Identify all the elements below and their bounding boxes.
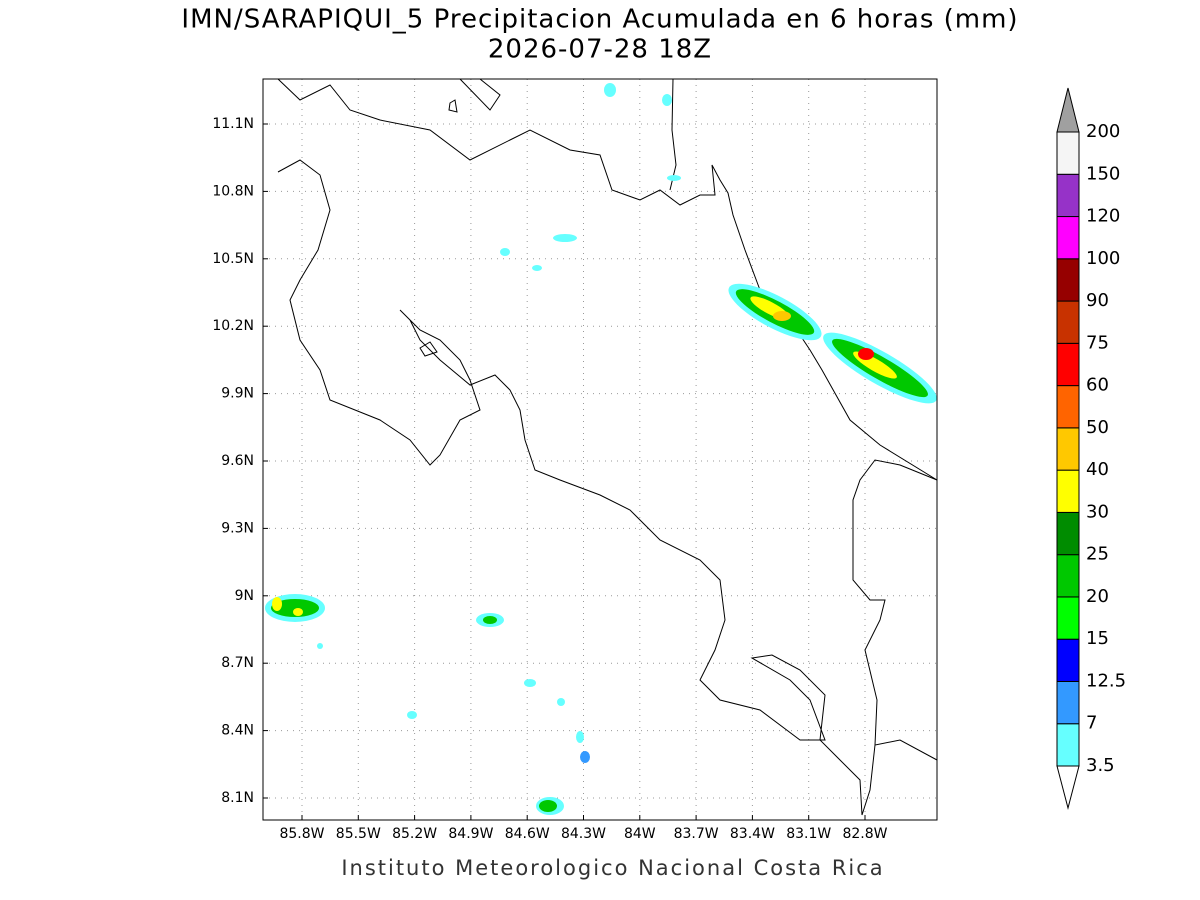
colorbar-high [1056, 87, 1080, 133]
lon-label: 84W [624, 826, 656, 842]
colorbar-box [1056, 427, 1080, 471]
colorbar-label: 25 [1086, 544, 1109, 565]
colorbar-label: 120 [1086, 206, 1120, 227]
colorbar-label: 15 [1086, 628, 1109, 649]
colorbar-label: 50 [1086, 417, 1109, 438]
lon-label: 83.7W [674, 826, 719, 842]
colorbar-box [1056, 554, 1080, 598]
colorbar-label: 30 [1086, 501, 1109, 522]
lon-label: 82.8W [842, 826, 887, 842]
colorbar-label: 20 [1086, 586, 1109, 607]
map-frame [262, 78, 938, 821]
colorbar-box [1056, 680, 1080, 725]
lat-label: 8.7N [221, 655, 254, 671]
colorbar-box [1056, 723, 1080, 767]
lon-label: 85.8W [279, 826, 324, 842]
colorbar-label: 150 [1086, 163, 1120, 184]
colorbar: 3.5 7 12.5 15 20 25 30 40 50 60 75 90 100 120 150 200 [1056, 87, 1126, 810]
colorbar-label: 3.5 [1086, 755, 1115, 776]
colorbar-label: 7 [1086, 713, 1097, 734]
lat-label: 10.2N [212, 318, 254, 334]
lat-label: 9.9N [221, 386, 254, 402]
colorbar-low [1056, 765, 1080, 810]
colorbar-box [1056, 342, 1080, 387]
colorbar-box [1056, 596, 1080, 640]
lat-label: 9N [235, 588, 254, 604]
colorbar-label: 60 [1086, 375, 1109, 396]
lon-label: 84.3W [561, 826, 606, 842]
lat-label: 8.4N [221, 723, 254, 739]
colorbar-box [1056, 216, 1080, 260]
colorbar-box [1056, 511, 1080, 556]
colorbar-label: 40 [1086, 459, 1109, 480]
precip-areas [265, 83, 937, 815]
colorbar-box [1056, 300, 1080, 344]
lon-label: 84.9W [448, 826, 493, 842]
colorbar-box [1056, 258, 1080, 302]
lon-label: 83.4W [730, 826, 775, 842]
lon-label: 85.2W [392, 826, 437, 842]
lat-label: 9.6N [221, 453, 254, 469]
lat-label: 8.1N [221, 790, 254, 806]
footer: Instituto Meteorologico Nacional Costa R… [341, 856, 884, 880]
colorbar-box [1056, 131, 1080, 175]
coastline [277, 78, 938, 816]
colorbar-label: 12.5 [1086, 670, 1126, 691]
colorbar-box [1056, 173, 1080, 218]
colorbar-box [1056, 638, 1080, 682]
grid [263, 79, 937, 820]
lon-label: 84.6W [505, 826, 550, 842]
lon-label: 85.5W [336, 826, 381, 842]
lat-label: 10.5N [212, 251, 254, 267]
lon-label: 83.1W [786, 826, 831, 842]
colorbar-label: 75 [1086, 332, 1109, 353]
lat-label: 11.1N [212, 116, 254, 132]
colorbar-box [1056, 385, 1080, 429]
colorbar-label: 90 [1086, 290, 1109, 311]
lat-label: 9.3N [221, 520, 254, 536]
colorbar-box [1056, 469, 1080, 513]
subtitle: 2026-07-28 18Z [488, 35, 712, 65]
title: IMN/SARAPIQUI_5 Precipitacion Acumulada … [181, 5, 1018, 35]
colorbar-label: 200 [1086, 121, 1120, 142]
lat-label: 10.8N [212, 183, 254, 199]
colorbar-label: 100 [1086, 248, 1120, 269]
